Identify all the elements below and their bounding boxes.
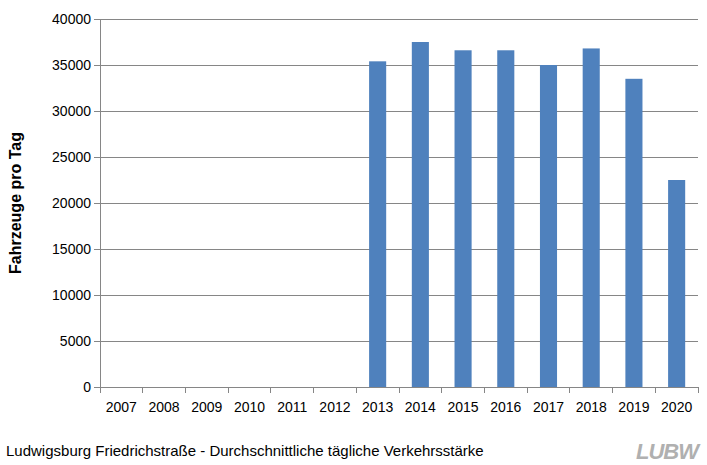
bar [540,65,557,387]
bar [583,48,600,387]
bar [625,79,642,387]
y-tick-label: 20000 [52,195,91,211]
x-tick [228,387,229,393]
logo: LUBW [636,439,701,464]
y-tick-label: 35000 [52,57,91,73]
grid-line [94,295,698,296]
x-tick-label: 2014 [405,399,436,415]
grid-line [94,341,698,342]
x-tick [527,387,528,393]
x-tick [569,387,570,393]
y-tick-label: 30000 [52,103,91,119]
x-tick [612,387,613,393]
bar [412,42,429,387]
x-tick [100,387,101,393]
bar [668,180,685,387]
y-axis [100,19,101,387]
x-tick [484,387,485,393]
grid-line [94,387,698,388]
x-tick [356,387,357,393]
x-tick-label: 2010 [234,399,265,415]
x-tick [185,387,186,393]
x-tick [698,387,699,393]
y-tick-label: 10000 [52,287,91,303]
grid-line [94,203,698,204]
x-tick [313,387,314,393]
bar [497,50,514,387]
x-tick [142,387,143,393]
x-tick [399,387,400,393]
chart-title: Ludwigsburg Friedrichstraße - Durchschni… [6,442,484,459]
y-tick-label: 40000 [52,11,91,27]
y-axis-title: Fahrzeuge pro Tag [7,132,24,274]
x-tick-label: 2020 [661,399,692,415]
x-tick [441,387,442,393]
grid-line [94,157,698,158]
x-tick-label: 2012 [319,399,350,415]
x-tick-label: 2016 [490,399,521,415]
x-tick-label: 2011 [277,399,307,415]
chart: 0 5000 10000 15000 20000 25000 30000 35000 40000… [0,0,707,465]
y-tick-label: 0 [83,379,91,395]
x-tick [270,387,271,393]
x-tick-label: 2018 [576,399,607,415]
y-tick-label: 5000 [60,333,91,349]
grid-line [94,249,698,250]
bar [455,50,472,387]
grid-line [94,65,698,66]
x-tick-label: 2008 [148,399,179,415]
x-tick-label: 2013 [362,399,393,415]
x-tick-label: 2017 [533,399,564,415]
x-tick-label: 2019 [618,399,649,415]
y-tick-label: 25000 [52,149,91,165]
x-tick-label: 2007 [106,399,137,415]
x-tick-label: 2009 [191,399,222,415]
y-tick-label: 15000 [52,241,91,257]
x-tick [655,387,656,393]
bar [369,61,386,387]
x-tick-label: 2015 [447,399,478,415]
bars [369,42,685,387]
grid-line [94,19,698,20]
grid-line [94,111,698,112]
